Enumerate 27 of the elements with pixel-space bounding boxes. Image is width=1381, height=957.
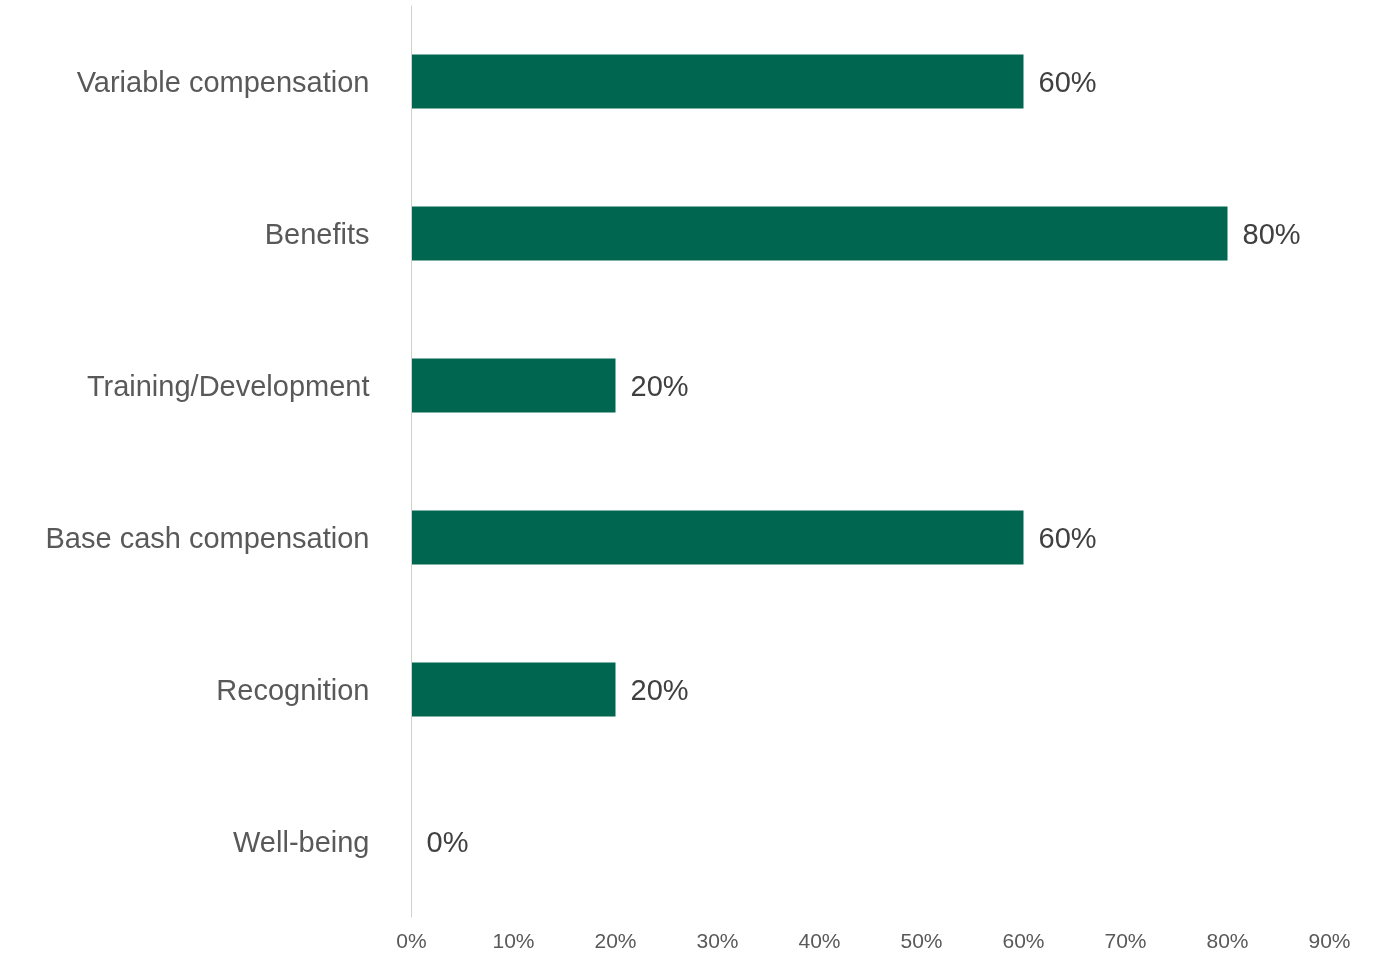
bar	[411, 662, 616, 717]
bar	[411, 206, 1228, 261]
x-tick-label: 80%	[1206, 928, 1249, 952]
y-tick-label: Benefits	[264, 217, 370, 250]
data-label: 20%	[630, 369, 689, 402]
x-tick-label: 0%	[396, 928, 427, 952]
y-tick-label: Well-being	[233, 825, 370, 858]
bar	[411, 510, 1024, 565]
x-tick-label: 20%	[594, 928, 637, 952]
data-label: 60%	[1038, 65, 1097, 98]
x-tick-label: 40%	[798, 928, 841, 952]
y-tick-label: Base cash compensation	[45, 521, 370, 554]
data-label: 0%	[426, 825, 469, 858]
y-tick-label: Variable compensation	[76, 65, 370, 98]
y-tick-label: Training/Development	[86, 369, 370, 402]
x-tick-label: 70%	[1104, 928, 1147, 952]
data-label: 20%	[630, 673, 689, 706]
data-label: 80%	[1242, 217, 1301, 250]
x-tick-label: 50%	[900, 928, 943, 952]
x-tick-label: 10%	[492, 928, 535, 952]
x-tick-label: 60%	[1002, 928, 1045, 952]
x-tick-label: 90%	[1308, 928, 1351, 952]
bar	[411, 358, 616, 413]
data-label: 60%	[1038, 521, 1097, 554]
y-tick-label: Recognition	[216, 673, 370, 706]
bar	[411, 54, 1024, 109]
x-tick-label: 30%	[696, 928, 739, 952]
